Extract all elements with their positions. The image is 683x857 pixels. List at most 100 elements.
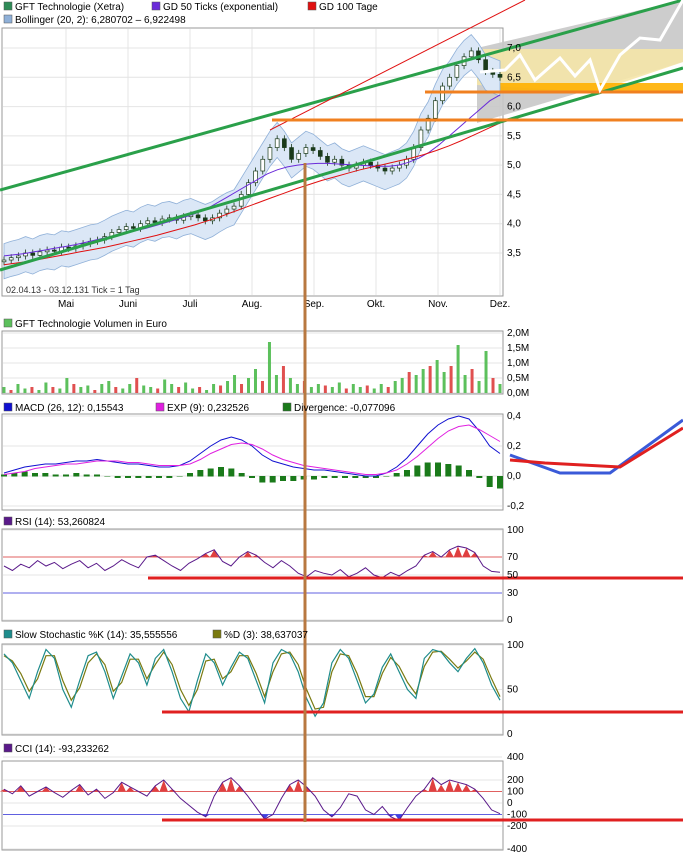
legend-gd100-swatch bbox=[307, 1, 317, 11]
volume-bar bbox=[114, 387, 118, 393]
volume-bar bbox=[498, 384, 502, 393]
y-tick-label: 7,0 bbox=[507, 43, 521, 54]
candle-body bbox=[282, 138, 287, 148]
candle-body bbox=[253, 170, 258, 184]
volume-bar bbox=[170, 384, 174, 393]
divergence-bar bbox=[280, 476, 286, 481]
divergence-bar bbox=[104, 476, 111, 477]
divergence-bar bbox=[424, 462, 431, 477]
stochastic-grid bbox=[3, 644, 502, 735]
candle-body bbox=[231, 205, 237, 210]
price-grid bbox=[3, 29, 502, 295]
volume-bar bbox=[156, 388, 160, 393]
divergence-bar bbox=[435, 462, 441, 477]
rsi-panel: 100 70 50 30 0 bbox=[1, 525, 683, 626]
candle-body bbox=[267, 147, 273, 160]
legend-price-swatch bbox=[3, 1, 13, 11]
y-tick-label: 70 bbox=[507, 552, 519, 563]
candle-body bbox=[303, 147, 309, 154]
legend-cci-swatch bbox=[3, 743, 13, 753]
volume-bar bbox=[400, 378, 404, 393]
rsi-overbought bbox=[462, 548, 471, 557]
candle-body bbox=[152, 220, 158, 223]
divergence-bar bbox=[373, 476, 379, 478]
legend-macd-label: MACD (26, 12): 0,15543 bbox=[15, 403, 124, 414]
volume-bar bbox=[344, 388, 348, 393]
volume-bar bbox=[316, 384, 320, 393]
cci-high-fill bbox=[41, 786, 51, 792]
cci-high-fill bbox=[218, 782, 227, 792]
volume-bar bbox=[9, 390, 13, 393]
macd-y-axis: 0,4 0,2 0,0 -0,2 bbox=[507, 411, 525, 512]
divergence-bar bbox=[269, 476, 276, 483]
divergence-bar bbox=[73, 473, 80, 477]
x-tick-label: Sep. bbox=[304, 299, 325, 310]
divergence-bar bbox=[331, 476, 338, 478]
y-tick-label: 2,0M bbox=[507, 328, 529, 339]
x-tick-label: Aug. bbox=[242, 299, 263, 310]
volume-bar bbox=[463, 375, 467, 393]
cci-high-fill bbox=[159, 780, 168, 792]
volume-bar bbox=[121, 388, 125, 393]
macd-projection-blue bbox=[509, 418, 683, 475]
y-tick-label: 1,0M bbox=[507, 358, 529, 369]
y-tick-label: 0 bbox=[507, 798, 513, 809]
cci-high-fill bbox=[453, 782, 463, 792]
divergence-bar bbox=[311, 476, 317, 480]
cci-high-fill bbox=[151, 785, 160, 792]
legends: GFT Technologie (Xetra) GD 50 Ticks (expo… bbox=[3, 1, 396, 755]
volume-bar bbox=[421, 369, 425, 393]
volume-bar bbox=[442, 372, 446, 393]
cci-fill bbox=[0, 777, 479, 821]
volume-bar bbox=[358, 387, 362, 393]
price-panel: 7,0 6,5 6,0 5,5 5,0 4,5 4,0 3,5 Mai Juni Juli Aug.… bbox=[0, 0, 683, 310]
divergence-bar bbox=[290, 476, 297, 481]
rsi-grid bbox=[3, 529, 502, 621]
candle-body bbox=[8, 257, 14, 261]
divergence-bar bbox=[249, 476, 255, 478]
volume-bar bbox=[281, 366, 285, 393]
candle-body bbox=[483, 59, 488, 72]
candle-body bbox=[447, 76, 452, 87]
volume-bar bbox=[177, 387, 181, 393]
candle-body bbox=[310, 147, 316, 151]
legend-gd50-label: GD 50 Ticks (exponential) bbox=[163, 2, 278, 13]
divergence-bar bbox=[476, 476, 483, 478]
volume-bar bbox=[86, 385, 90, 393]
volume-bar bbox=[484, 351, 488, 393]
legend-macd-swatch bbox=[3, 402, 13, 412]
candle-body bbox=[260, 158, 266, 172]
divergence-bar bbox=[445, 464, 452, 477]
divergence-bar bbox=[486, 476, 493, 487]
divergence-bar bbox=[259, 476, 266, 483]
volume-bar bbox=[23, 388, 27, 393]
divergence-bar bbox=[393, 473, 400, 477]
legend-bollinger-swatch bbox=[3, 14, 13, 24]
volume-bar bbox=[449, 366, 453, 393]
y-tick-label: 5,0 bbox=[507, 160, 521, 171]
x-tick-label: Okt. bbox=[367, 299, 385, 310]
price-x-axis: Mai Juni Juli Aug. Sep. Okt. Nov. Dez. bbox=[58, 299, 510, 310]
divergence-bar bbox=[156, 476, 162, 478]
candle-body bbox=[246, 182, 251, 195]
divergence-bar bbox=[466, 470, 472, 477]
candle-body bbox=[195, 214, 201, 219]
y-tick-label: -0,2 bbox=[507, 501, 525, 512]
divergence-bar bbox=[238, 473, 245, 477]
volume-bar bbox=[470, 369, 474, 393]
cci-high-fill bbox=[226, 777, 236, 792]
cci-low-fill bbox=[394, 814, 404, 821]
divergence-bar bbox=[145, 476, 152, 478]
candle-body bbox=[325, 156, 330, 163]
rsi-overbought bbox=[445, 549, 454, 557]
volume-bar bbox=[379, 384, 383, 393]
volume-bar bbox=[58, 388, 62, 393]
candle-body bbox=[123, 226, 129, 230]
divergence-bar bbox=[125, 476, 131, 478]
bollinger-area bbox=[3, 33, 501, 280]
gd100-line bbox=[3, 122, 501, 266]
volume-bar bbox=[393, 381, 397, 393]
